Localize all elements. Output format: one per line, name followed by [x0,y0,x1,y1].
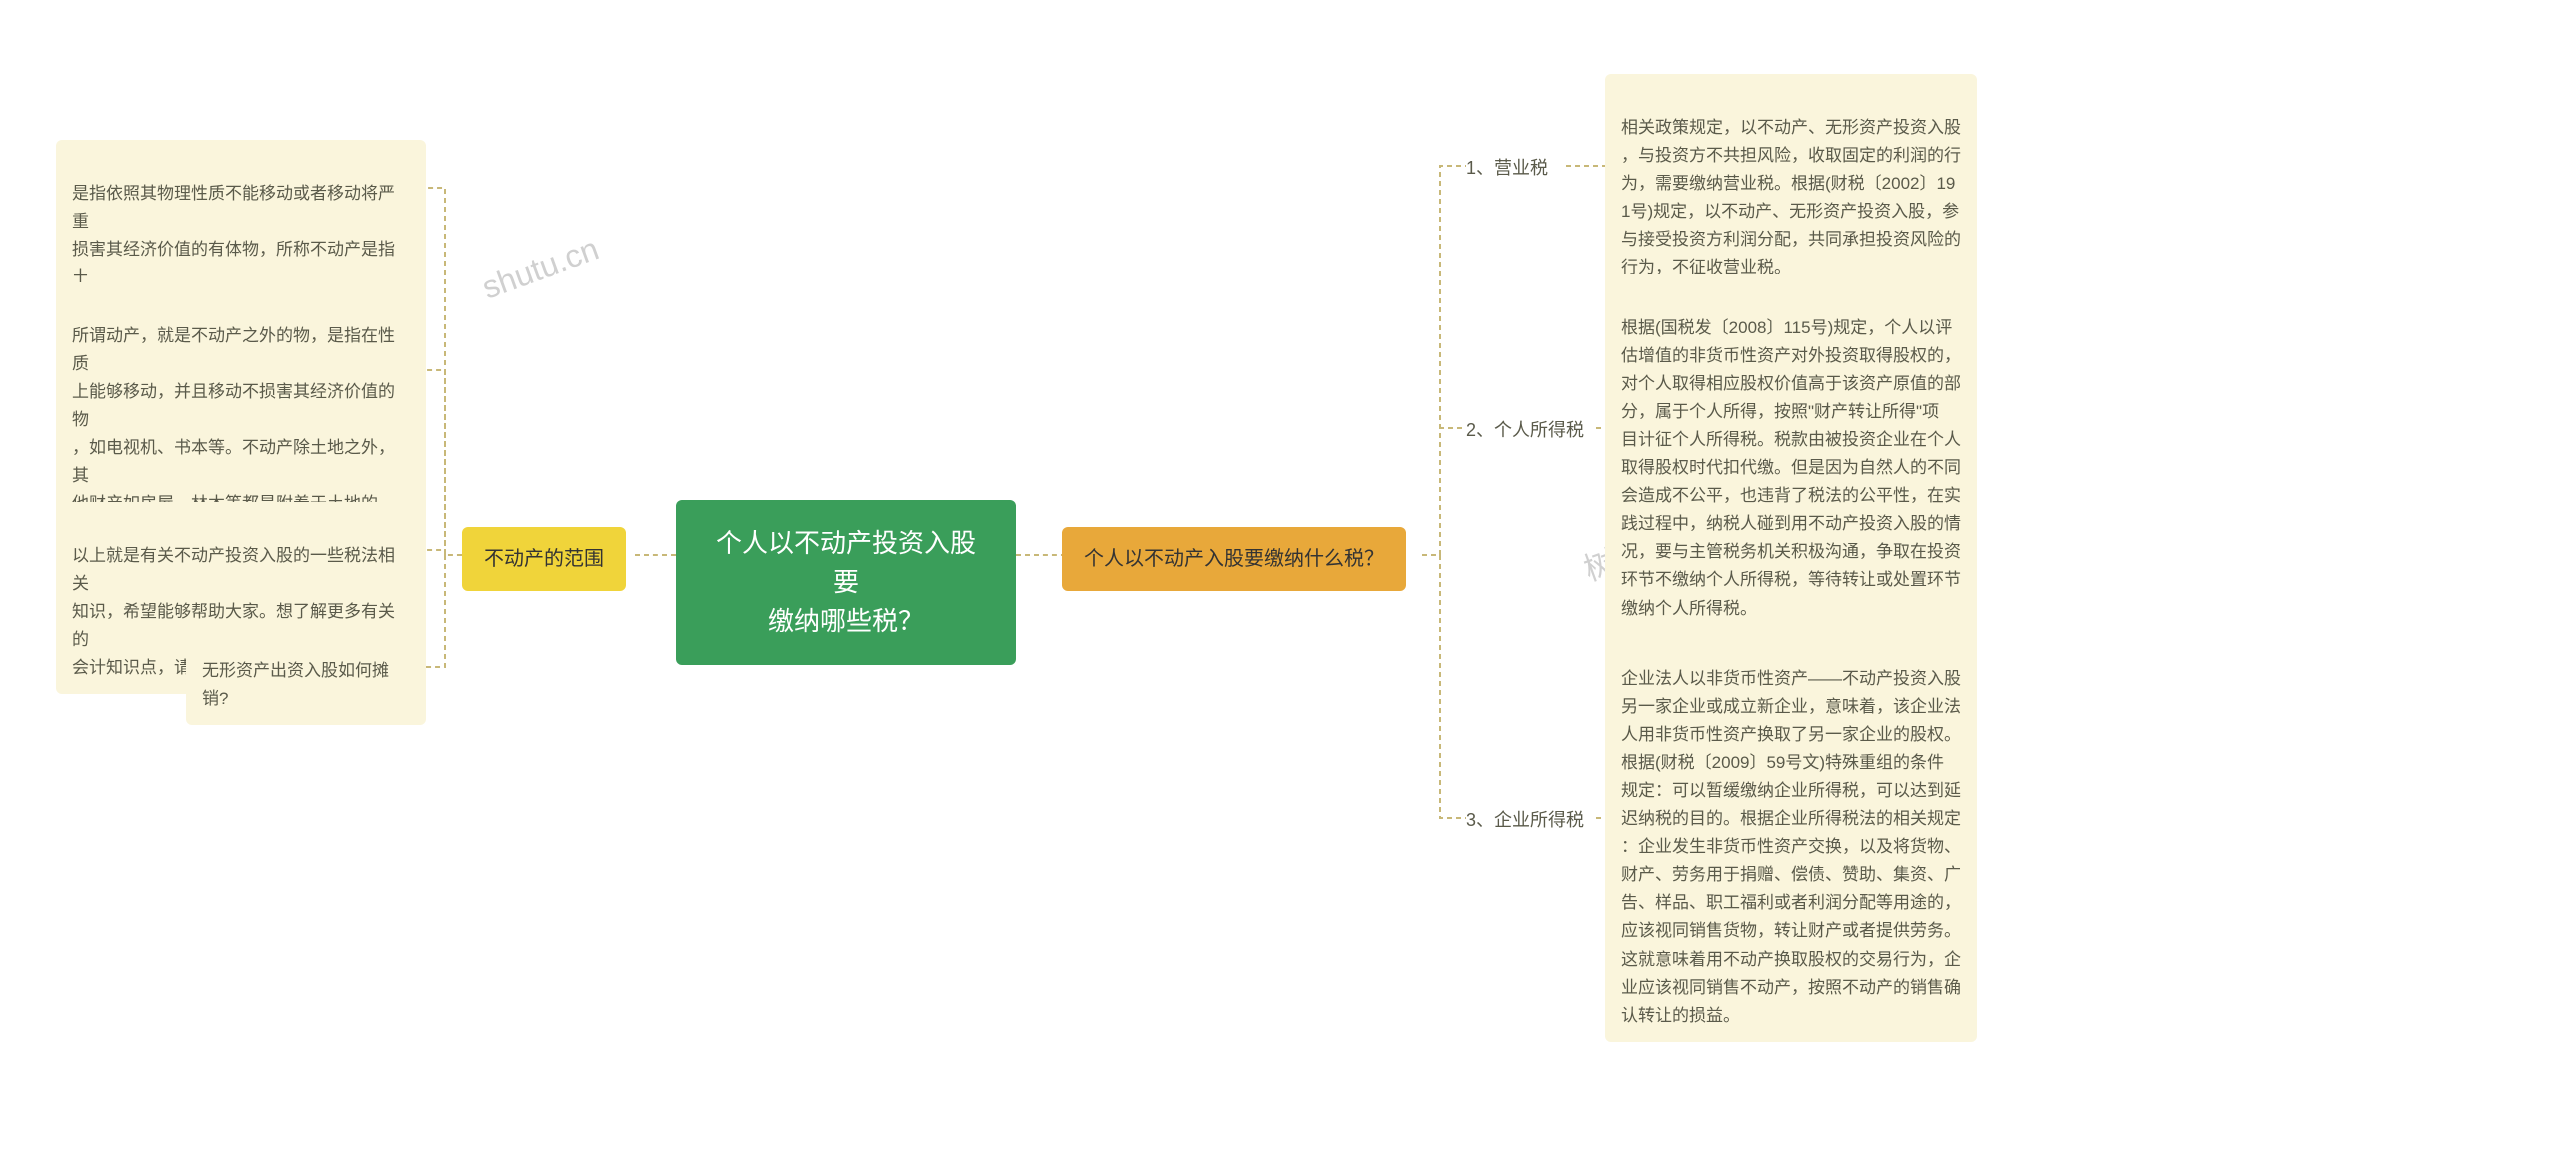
leaf-text: 无形资产出资入股如何摊销? [202,661,389,708]
leaf-node[interactable]: 企业法人以非货币性资产——不动产投资入股 另一家企业或成立新企业，意味着，该企业… [1605,625,1977,1042]
leaf-text: 企业法人以非货币性资产——不动产投资入股 另一家企业或成立新企业，意味着，该企业… [1621,669,1961,1025]
watermark: shutu.cn [477,230,603,306]
leaf-text: 根据(国税发〔2008〕115号)规定，个人以评 估增值的非货币性资产对外投资取… [1621,318,1961,617]
leaf-node[interactable]: 相关政策规定，以不动产、无形资产投资入股 ，与投资方不共担风险，收取固定的利润的… [1605,74,1977,294]
leaf-text: 相关政策规定，以不动产、无形资产投资入股 ，与投资方不共担风险，收取固定的利润的… [1621,118,1961,277]
sub-label: 2、个人所得税 [1466,420,1584,440]
sub-label: 1、营业税 [1466,158,1548,178]
right-branch[interactable]: 个人以不动产入股要缴纳什么税？ [1062,527,1406,591]
sub-branch[interactable]: 3、企业所得税 [1466,800,1584,841]
sub-branch[interactable]: 1、营业税 [1466,148,1548,189]
left-branch[interactable]: 不动产的范围 [462,527,626,591]
root-node[interactable]: 个人以不动产投资入股要 缴纳哪些税？ [676,500,1016,665]
root-text: 个人以不动产投资入股要 缴纳哪些税？ [716,528,976,636]
leaf-node[interactable]: 根据(国税发〔2008〕115号)规定，个人以评 估增值的非货币性资产对外投资取… [1605,274,1977,635]
right-branch-label: 个人以不动产入股要缴纳什么税？ [1084,548,1384,570]
leaf-node[interactable]: 无形资产出资入股如何摊销? [186,645,426,725]
sub-branch[interactable]: 2、个人所得税 [1466,410,1584,451]
left-branch-label: 不动产的范围 [484,548,604,570]
sub-label: 3、企业所得税 [1466,810,1584,830]
